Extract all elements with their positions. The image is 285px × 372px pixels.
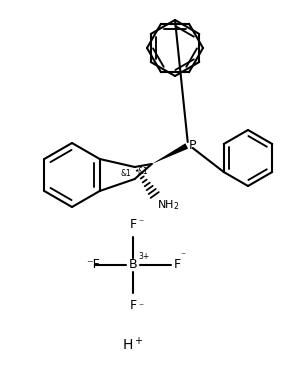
Text: P: P: [189, 138, 196, 151]
Text: F: F: [129, 218, 137, 231]
Text: ⁻: ⁻: [138, 218, 143, 228]
Text: H$^+$: H$^+$: [122, 336, 144, 354]
Text: ⁻: ⁻: [180, 251, 185, 261]
Text: F: F: [174, 259, 181, 272]
Text: &1: &1: [121, 169, 132, 178]
Text: F: F: [129, 299, 137, 312]
Text: &1: &1: [138, 167, 149, 176]
Text: ⁻F: ⁻F: [86, 259, 100, 272]
Text: ⁻: ⁻: [138, 302, 143, 312]
Text: B: B: [129, 259, 137, 272]
Text: 3+: 3+: [138, 252, 149, 261]
Polygon shape: [152, 143, 188, 164]
Text: NH$_2$: NH$_2$: [157, 198, 179, 212]
